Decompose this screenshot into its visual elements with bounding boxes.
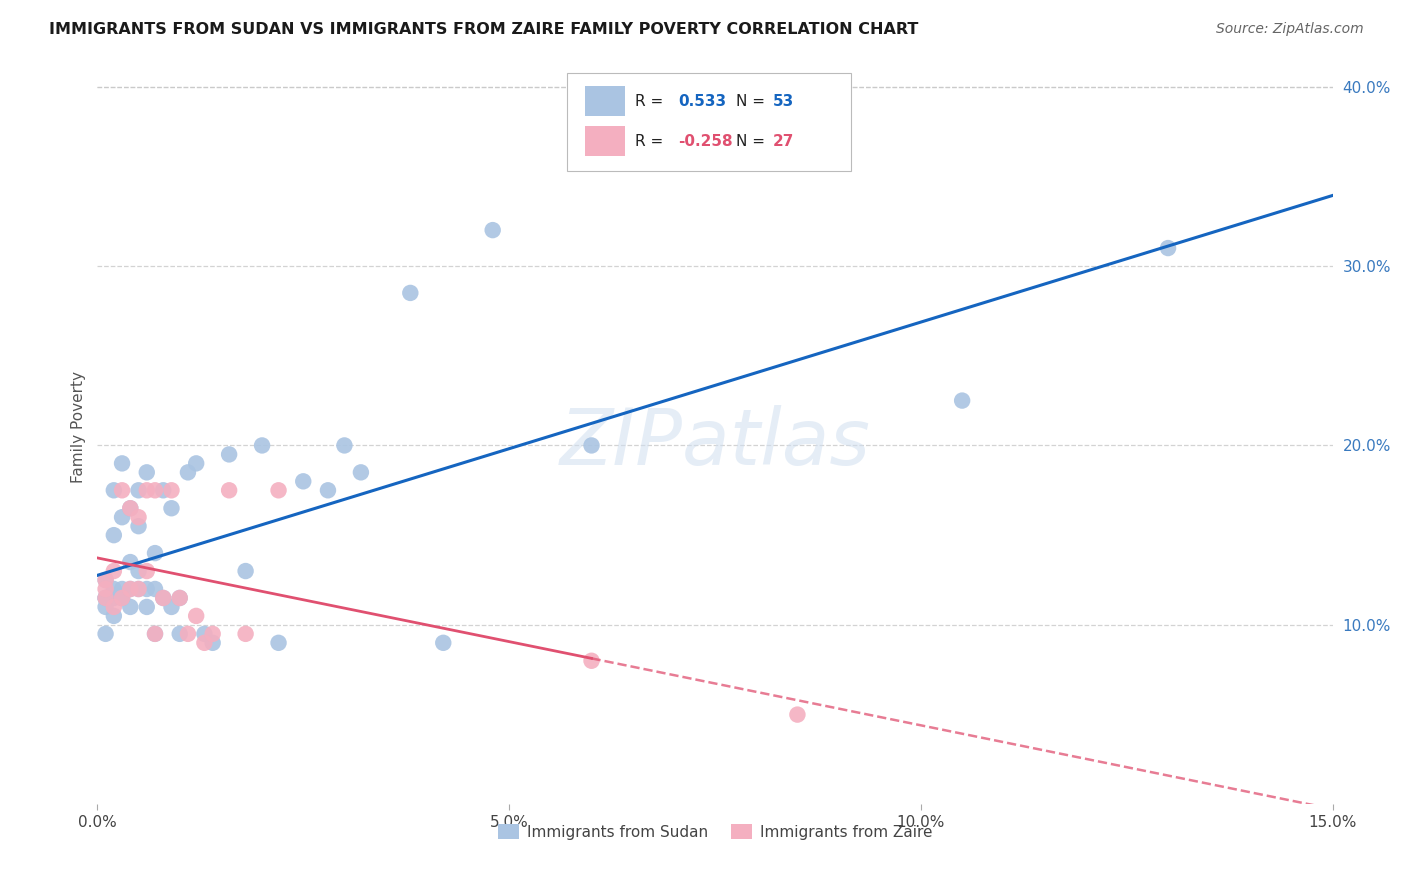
Text: N =: N = <box>737 134 770 149</box>
Point <box>350 466 373 480</box>
Point <box>128 582 150 596</box>
Point <box>169 591 191 605</box>
Point <box>135 599 157 614</box>
Point <box>152 591 174 605</box>
Point <box>267 636 290 650</box>
Point <box>292 475 315 489</box>
Legend: Immigrants from Sudan, Immigrants from Zaire: Immigrants from Sudan, Immigrants from Z… <box>492 818 938 846</box>
Point <box>111 591 134 605</box>
Point <box>1157 241 1180 255</box>
Point <box>193 627 215 641</box>
Text: -0.258: -0.258 <box>678 134 733 149</box>
Text: ZIPatlas: ZIPatlas <box>560 405 870 481</box>
Point <box>111 591 134 605</box>
Point <box>235 564 257 578</box>
Point <box>186 608 208 623</box>
Point <box>111 456 134 470</box>
Point <box>111 510 134 524</box>
Point <box>120 582 142 596</box>
Point <box>120 501 142 516</box>
Point <box>160 483 183 498</box>
Point <box>581 438 603 452</box>
Point <box>128 483 150 498</box>
Text: 53: 53 <box>773 94 794 109</box>
Point <box>581 654 603 668</box>
Point <box>94 582 117 596</box>
Point <box>111 582 134 596</box>
Point <box>128 564 150 578</box>
FancyBboxPatch shape <box>585 87 624 116</box>
Point <box>103 528 125 542</box>
Point <box>333 438 356 452</box>
Point <box>267 483 290 498</box>
Point <box>128 519 150 533</box>
Point <box>103 483 125 498</box>
Text: N =: N = <box>737 94 770 109</box>
Point <box>135 466 157 480</box>
Point <box>160 501 183 516</box>
Text: 27: 27 <box>773 134 794 149</box>
Point <box>201 627 224 641</box>
Point <box>143 582 166 596</box>
Point <box>169 591 191 605</box>
Point <box>250 438 273 452</box>
Point <box>94 591 117 605</box>
Point <box>786 707 808 722</box>
Text: 0.533: 0.533 <box>678 94 725 109</box>
Point <box>432 636 454 650</box>
Text: Source: ZipAtlas.com: Source: ZipAtlas.com <box>1216 22 1364 37</box>
Point <box>103 564 125 578</box>
Point <box>218 483 240 498</box>
Point <box>143 627 166 641</box>
Point <box>103 591 125 605</box>
Point <box>120 582 142 596</box>
FancyBboxPatch shape <box>567 73 851 171</box>
Point <box>316 483 339 498</box>
Point <box>186 456 208 470</box>
Point <box>120 501 142 516</box>
Point <box>103 582 125 596</box>
Point <box>103 608 125 623</box>
Point <box>218 447 240 461</box>
Point <box>177 627 200 641</box>
Point <box>193 636 215 650</box>
Point <box>177 466 200 480</box>
Point <box>143 546 166 560</box>
Point <box>94 591 117 605</box>
Point <box>481 223 503 237</box>
Point <box>143 483 166 498</box>
Point <box>128 510 150 524</box>
Point <box>160 599 183 614</box>
Point <box>235 627 257 641</box>
Point <box>128 582 150 596</box>
Point <box>399 285 422 300</box>
FancyBboxPatch shape <box>585 126 624 156</box>
Y-axis label: Family Poverty: Family Poverty <box>72 371 86 483</box>
Point <box>950 393 973 408</box>
Point <box>152 483 174 498</box>
Point <box>103 599 125 614</box>
Text: R =: R = <box>634 134 668 149</box>
Point <box>135 582 157 596</box>
Point <box>135 483 157 498</box>
Point <box>143 627 166 641</box>
Point <box>120 555 142 569</box>
Point <box>94 573 117 587</box>
Text: IMMIGRANTS FROM SUDAN VS IMMIGRANTS FROM ZAIRE FAMILY POVERTY CORRELATION CHART: IMMIGRANTS FROM SUDAN VS IMMIGRANTS FROM… <box>49 22 918 37</box>
Point <box>152 591 174 605</box>
Point <box>94 627 117 641</box>
Text: R =: R = <box>634 94 668 109</box>
Point <box>135 564 157 578</box>
Point <box>94 573 117 587</box>
Point <box>120 599 142 614</box>
Point <box>201 636 224 650</box>
Point <box>94 599 117 614</box>
Point <box>111 483 134 498</box>
Point <box>94 591 117 605</box>
Point <box>111 591 134 605</box>
Point <box>169 627 191 641</box>
